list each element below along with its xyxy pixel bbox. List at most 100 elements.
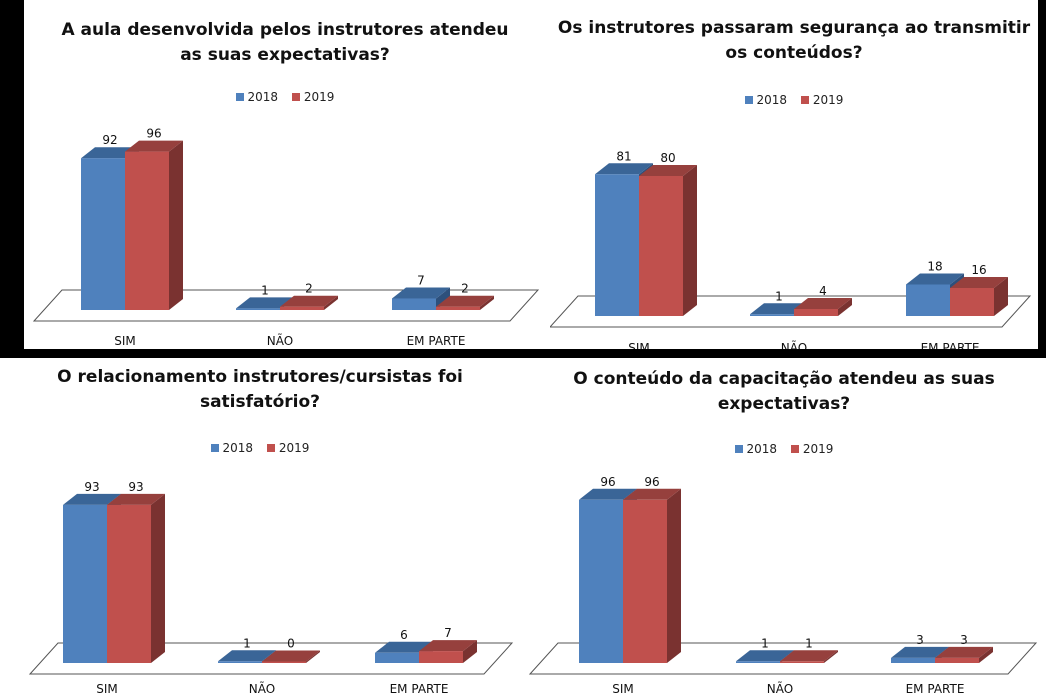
bar-n-o-2019 [794,298,852,316]
bar-top-face [375,641,433,653]
bar-top-face [794,298,852,309]
chart-title: O relacionamento instrutores/cursistas f… [57,367,463,412]
legend-item-2019: 2019 [790,442,834,456]
bar-top-face [436,295,494,307]
bar-front-face [780,661,824,663]
bar-side-face [169,140,183,310]
bar-top-face [81,147,139,159]
bar-top-face [950,277,1008,288]
bar-front-face [906,284,950,316]
data-label: 7 [444,626,452,640]
legend-swatch-2018 [734,445,743,453]
bar-side-face [667,488,681,663]
data-label: 4 [819,284,827,298]
bar-top-face [419,640,477,652]
data-label: 0 [287,637,295,651]
bar-front-face [436,306,480,310]
bar-n-o-2019 [780,650,838,663]
bar-front-face [639,176,683,316]
data-label: 1 [243,636,251,650]
data-label: 96 [146,127,161,141]
bar-front-face [750,314,794,316]
bar-em-parte-2019 [935,646,993,663]
legend-item-2019: 2019 [800,93,843,107]
chart-panel-conteudo: O conteúdo da capacitação atendeu as sua… [522,358,1046,699]
bar-side-face [838,298,852,316]
category-label: SIM [96,682,118,696]
frame-black-left [0,0,24,356]
bar-front-face [794,309,838,316]
bar-side-face [306,650,320,663]
category-label: NÃO [249,681,275,696]
bar-front-face [392,298,436,310]
chart-panel-relacionamento: O relacionamento instrutores/cursistas f… [0,358,520,699]
data-label: 1 [261,283,269,297]
category-label: EM PARTE [407,334,466,348]
data-label: 1 [805,636,813,650]
data-label: 16 [971,263,986,277]
data-label: 96 [644,475,659,489]
chart-legend: 2018 2019 [550,93,1038,107]
bar-side-face [994,277,1008,316]
frame-black-divider [0,349,1046,358]
legend-item-2019: 2019 [266,441,309,455]
bar-front-face [107,504,151,663]
bar-front-face [63,504,107,663]
bar-top-face [280,295,338,307]
data-label: 6 [400,628,408,642]
bar-top-face [262,650,320,662]
bar-side-face [824,650,838,663]
data-label: 3 [960,633,968,647]
bar-n-o-2019 [262,650,320,663]
legend-label-2018: 2018 [222,441,254,455]
bar-sim-2019 [639,165,697,316]
chart-title: A aula desenvolvida pelos instrutores at… [61,20,509,65]
bar-top-face [236,297,294,309]
legend-item-2018: 2018 [744,93,788,107]
bar-top-face [125,140,183,152]
bar-sim-2019 [107,493,165,663]
legend-swatch-2019 [800,96,809,104]
bar-top-face [107,493,165,505]
category-label: EM PARTE [921,341,980,349]
category-label: SIM [612,682,634,696]
data-label: 1 [775,289,783,303]
category-label: EM PARTE [390,682,449,696]
legend-label-2019: 2019 [303,90,335,104]
bar-side-face [979,646,993,663]
legend-item-2018: 2018 [235,90,278,104]
legend-swatch-2019 [266,444,275,452]
bar-front-face [891,657,935,663]
legend-swatch-2019 [291,93,300,101]
bar-front-face [125,151,169,310]
bar-front-face [419,651,463,663]
bar-side-face [683,165,697,316]
chart-title: Os instrutores passaram segurança ao tra… [557,18,1031,63]
data-label: 93 [128,480,143,494]
legend-label-2019: 2019 [802,442,834,456]
bar-top-face [579,488,637,500]
chart-legend: 2018 2019 [522,442,1046,456]
bar-front-face [262,661,306,663]
bar-front-face [280,306,324,310]
bar-front-face [595,174,639,316]
legend-swatch-2018 [744,96,753,104]
data-label: 93 [84,480,99,494]
data-label: 18 [927,260,942,274]
bar-sim-2019 [125,140,183,310]
bar-top-face [935,646,993,658]
bar-top-face [891,646,949,658]
category-label: NÃO [267,333,293,348]
data-label: 7 [417,273,425,287]
bar-top-face [750,303,808,315]
legend-label-2018: 2018 [756,93,788,107]
chart-panel-seguranca: Os instrutores passaram segurança ao tra… [550,7,1038,349]
bar-side-face [480,295,494,310]
bar-front-face [218,661,262,663]
legend-swatch-2019 [790,445,799,453]
bar-side-face [324,295,338,310]
data-label: 2 [305,282,313,296]
chart-legend: 2018 2019 [26,90,544,104]
bar-front-face [950,288,994,316]
legend-swatch-2018 [235,93,244,101]
